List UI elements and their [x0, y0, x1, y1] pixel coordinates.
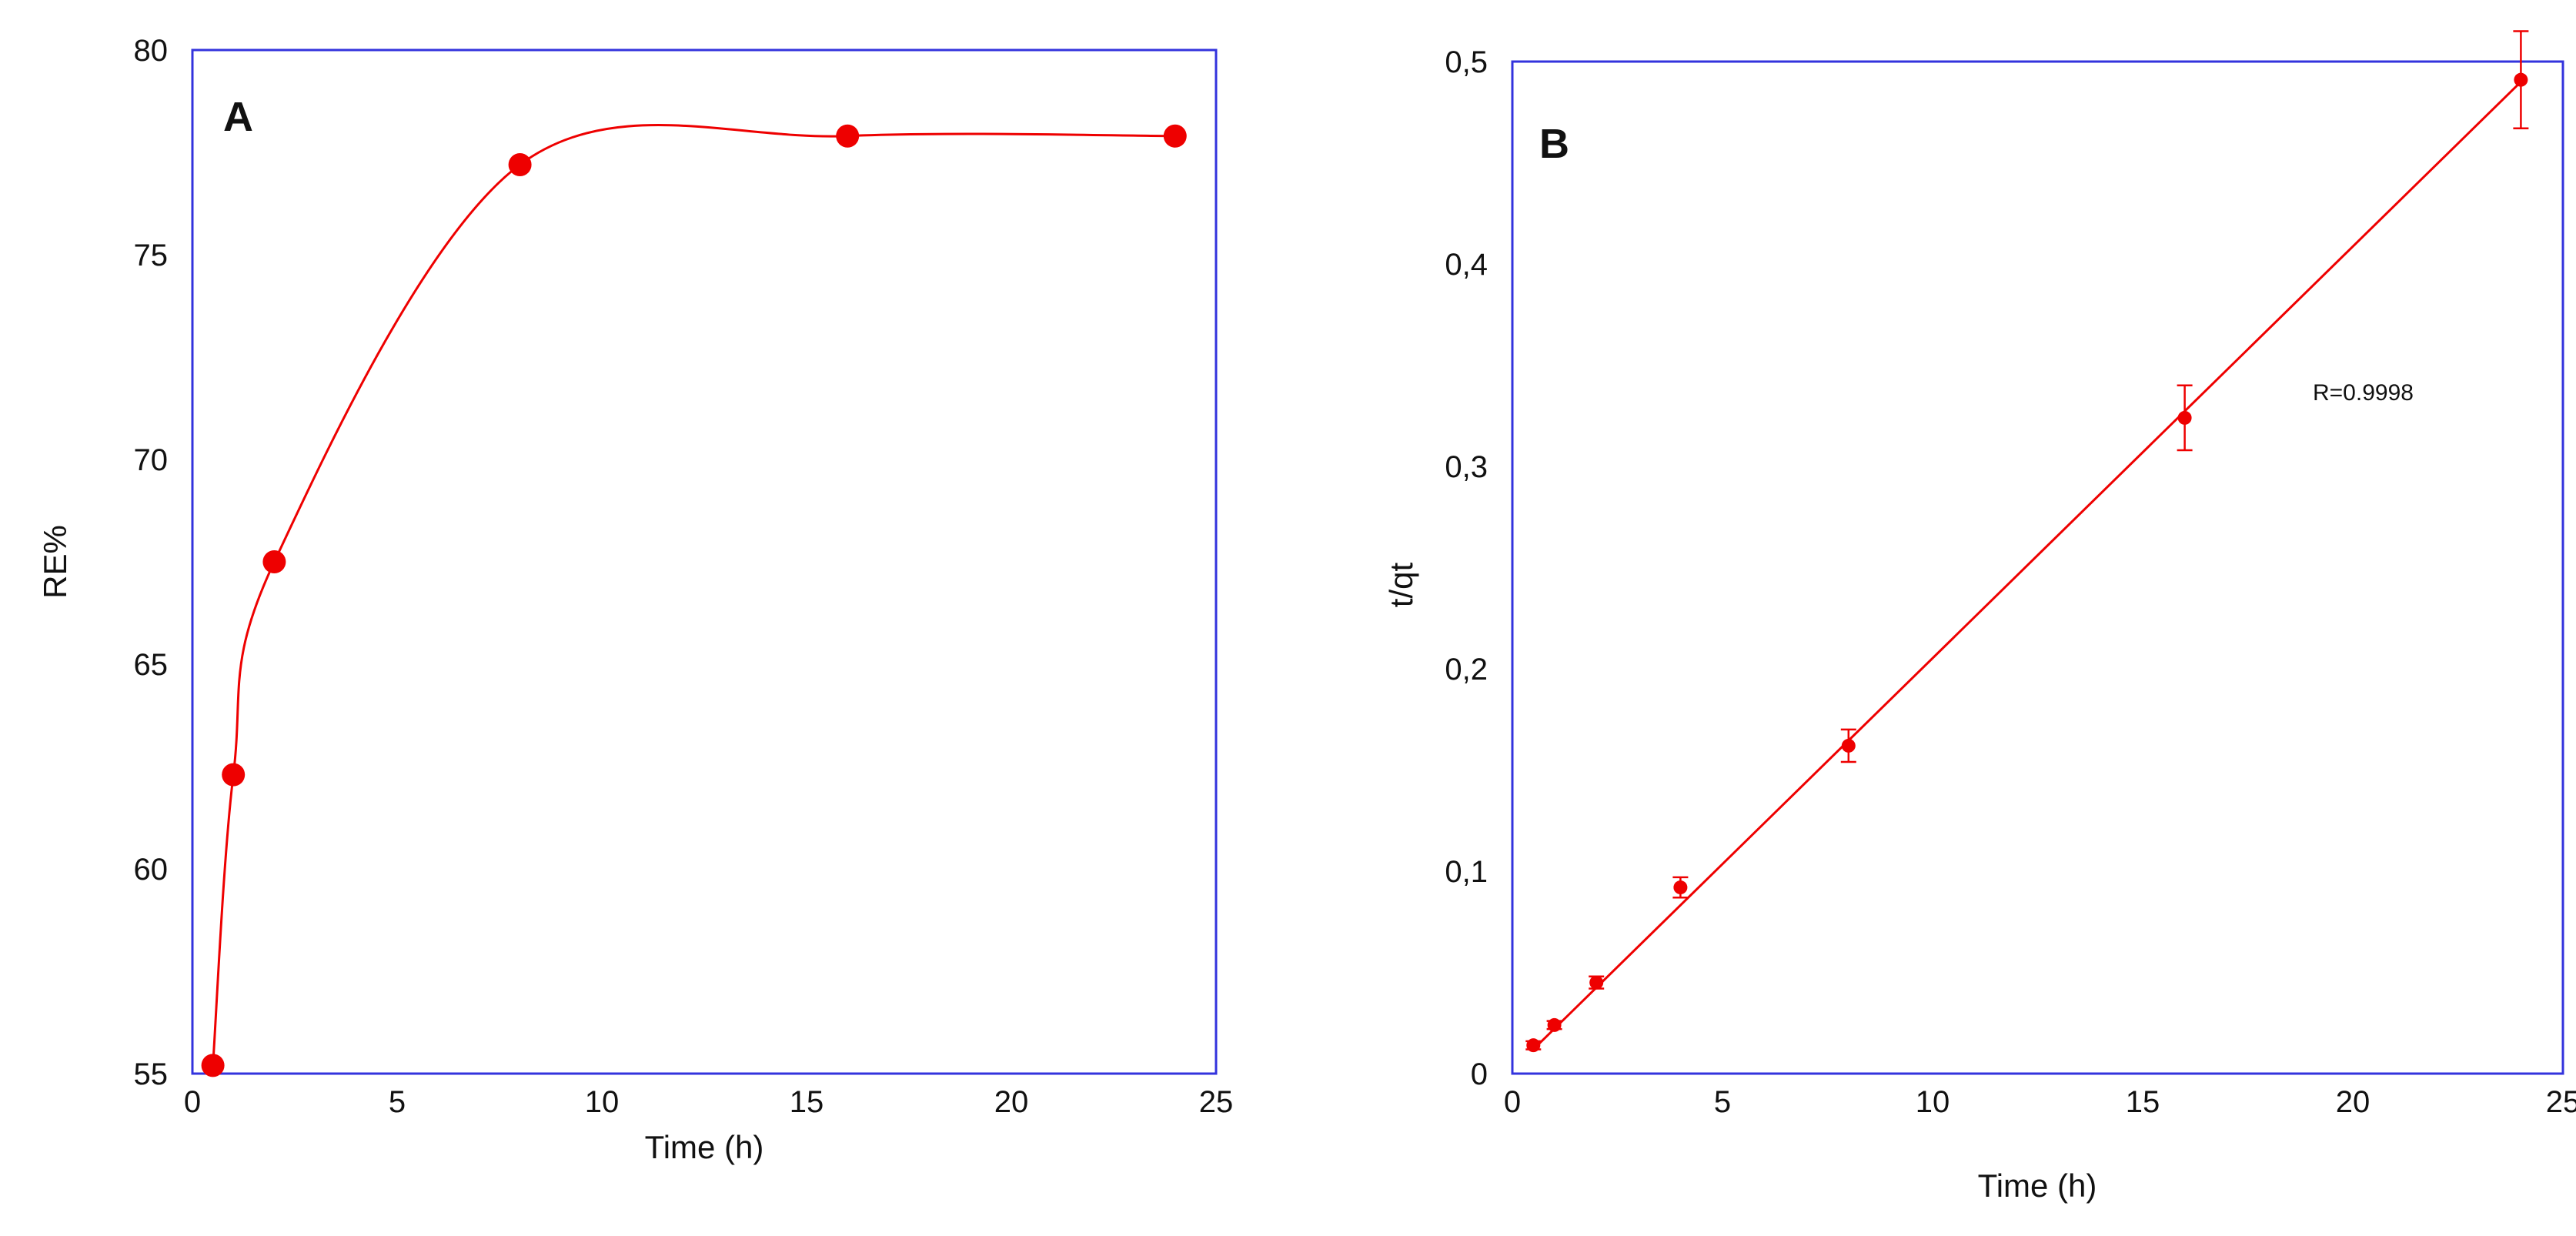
x-tick-label-a: 15	[790, 1085, 824, 1119]
fit-line-b	[1532, 81, 2522, 1051]
y-tick-label-b: 0,5	[1445, 45, 1488, 79]
series-line-a	[212, 124, 1175, 1066]
data-point-b	[2177, 410, 2192, 425]
y-tick-label-a: 65	[134, 648, 169, 682]
x-axis-title-a: Time (h)	[645, 1129, 764, 1165]
y-tick-label-a: 80	[134, 34, 169, 68]
x-tick-label-b: 20	[2336, 1085, 2371, 1119]
ticks-a: 0 5 10 15 20 25 55 60 65 70 75 80	[134, 34, 1234, 1119]
x-tick-label-b: 0	[1504, 1085, 1521, 1119]
x-tick-label-a: 5	[389, 1085, 406, 1119]
data-point-b	[1589, 975, 1604, 990]
y-tick-label-a: 60	[134, 853, 169, 887]
y-tick-label-b: 0,1	[1445, 855, 1488, 889]
panel-letter-b: B	[1539, 121, 1569, 167]
data-point-b	[2514, 72, 2528, 87]
x-axis-title-b: Time (h)	[1978, 1168, 2097, 1204]
y-tick-label-b: 0,4	[1445, 248, 1488, 282]
x-tick-label-b: 15	[2126, 1085, 2160, 1119]
marks-a	[201, 124, 1187, 1077]
y-tick-label-a: 75	[134, 239, 169, 272]
panel-letter-a: A	[223, 94, 253, 140]
data-point-a	[201, 1054, 225, 1077]
data-point-b	[1841, 738, 1856, 753]
panel-a: A Time (h) RE% 0 5 10 15 20 25 55 60 65 70 75 80	[37, 34, 1233, 1165]
x-tick-label-a: 0	[184, 1085, 201, 1119]
x-tick-label-b: 25	[2546, 1085, 2576, 1119]
x-tick-label-a: 20	[994, 1085, 1029, 1119]
plot-frame-a	[191, 48, 1218, 1075]
x-tick-label-b: 10	[1916, 1085, 1950, 1119]
data-point-a	[836, 124, 860, 148]
x-tick-label-b: 5	[1714, 1085, 1731, 1119]
data-point-a	[262, 550, 286, 573]
correlation-annotation: R=0.9998	[2313, 380, 2414, 406]
ticks-b: 0 5 10 15 20 25 0 0,1 0,2 0,3 0,4 0,5	[1445, 45, 2576, 1119]
x-tick-label-a: 10	[585, 1085, 620, 1119]
data-point-a	[222, 763, 246, 787]
y-tick-label-b: 0,3	[1445, 450, 1488, 484]
panel-b: B Time (h) t/qt R=0.9998 0 5 10 15 20 2500,10…	[1383, 30, 2576, 1204]
data-point-a	[508, 152, 532, 176]
data-point-b	[1547, 1017, 1562, 1032]
y-axis-title-b: t/qt	[1383, 562, 1419, 607]
data-point-b	[1526, 1038, 1541, 1053]
marks-b	[1525, 30, 2529, 1053]
y-axis-title-a: RE%	[37, 525, 73, 599]
data-point-b	[1673, 880, 1688, 895]
y-tick-label-a: 55	[134, 1057, 169, 1091]
plot-frame-b	[1511, 60, 2564, 1075]
data-point-a	[1163, 124, 1187, 148]
y-tick-label-b: 0,2	[1445, 653, 1488, 686]
x-tick-label-a: 25	[1199, 1085, 1234, 1119]
y-tick-label-a: 70	[134, 443, 169, 477]
y-tick-label-b: 0	[1471, 1057, 1488, 1091]
